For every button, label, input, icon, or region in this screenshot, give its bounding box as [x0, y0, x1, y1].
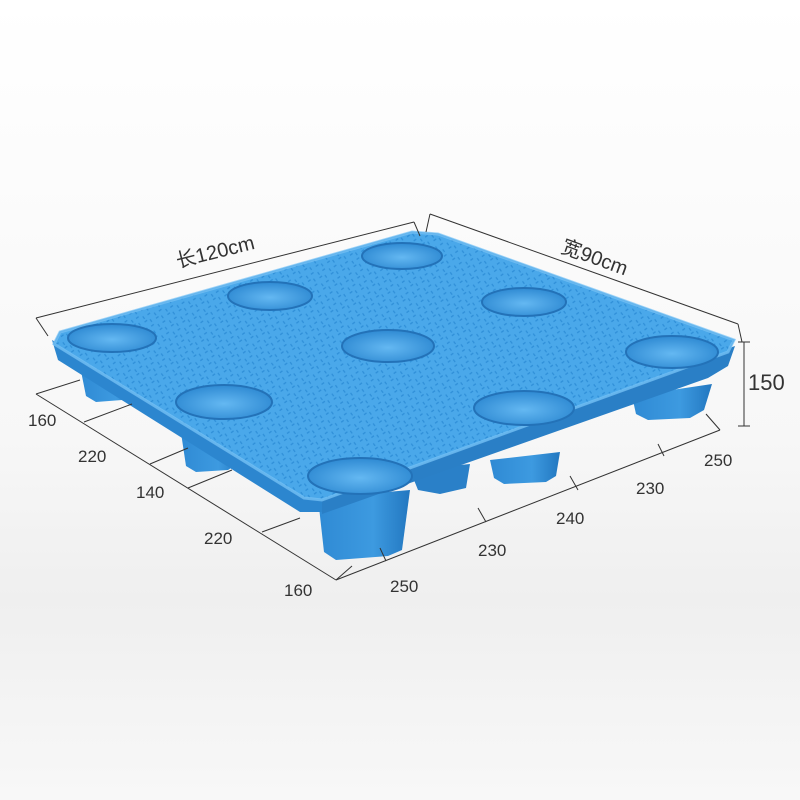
length-label: 长120cm — [174, 231, 257, 273]
left-segment-4: 220 — [204, 529, 232, 548]
bottom-segment-2: 230 — [478, 541, 506, 560]
left-segment-2: 220 — [78, 447, 106, 466]
bottom-segment-1: 250 — [390, 577, 418, 596]
height-label: 150 — [748, 370, 785, 395]
pallet-pockets — [67, 242, 719, 495]
pocket-9 — [307, 457, 413, 495]
pocket-7 — [175, 384, 273, 420]
pocket-1 — [361, 242, 443, 270]
left-segment-1: 160 — [28, 411, 56, 430]
pallet-top — [53, 231, 736, 501]
leg-front-mid — [490, 452, 560, 484]
left-segment-3: 140 — [136, 483, 164, 502]
pocket-3 — [481, 287, 567, 317]
pocket-8 — [473, 390, 575, 426]
bottom-segment-4: 230 — [636, 479, 664, 498]
dimension-lines — [35, 213, 750, 581]
pocket-4 — [67, 323, 157, 353]
pallet-rim — [52, 230, 737, 502]
pocket-5 — [341, 329, 435, 363]
bottom-segment-5: 250 — [704, 451, 732, 470]
pocket-2 — [227, 281, 313, 311]
width-label: 宽90cm — [558, 235, 631, 280]
pocket-6 — [625, 335, 719, 369]
left-segment-5: 160 — [284, 581, 312, 600]
leg-front — [318, 490, 410, 560]
bottom-segment-3: 240 — [556, 509, 584, 528]
